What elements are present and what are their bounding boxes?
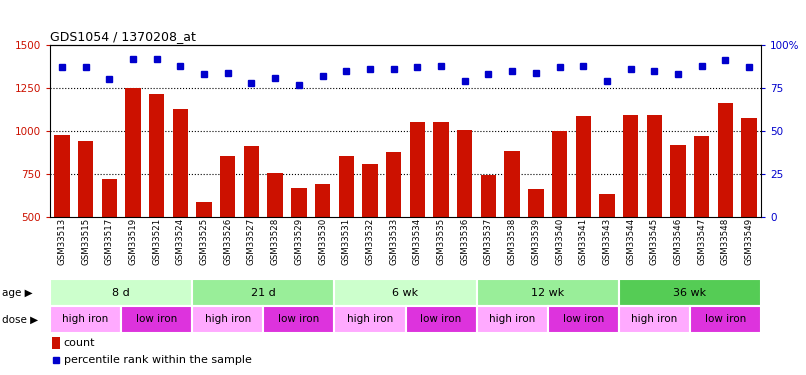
Text: GSM33534: GSM33534 (413, 218, 422, 266)
Bar (192, 306, 264, 333)
Text: low iron: low iron (563, 315, 604, 324)
Text: GSM33546: GSM33546 (674, 218, 683, 266)
Text: high iron: high iron (62, 315, 109, 324)
Text: GSM33529: GSM33529 (294, 218, 303, 266)
Bar (50, 306, 121, 333)
Text: GSM33535: GSM33535 (437, 218, 446, 266)
Bar (623, 115, 638, 303)
Text: GSM33544: GSM33544 (626, 218, 635, 266)
Bar (268, 173, 283, 303)
Text: GSM33532: GSM33532 (365, 218, 375, 266)
Bar (125, 88, 141, 303)
Bar (197, 201, 212, 303)
Bar (599, 194, 615, 303)
Text: GSM33530: GSM33530 (318, 218, 327, 266)
Bar (690, 306, 761, 333)
Text: GSM33536: GSM33536 (460, 218, 469, 266)
Text: percentile rank within the sample: percentile rank within the sample (64, 355, 251, 365)
Text: high iron: high iron (347, 315, 393, 324)
Bar (315, 184, 330, 303)
Bar (619, 279, 761, 306)
Bar (192, 279, 334, 306)
Text: high iron: high iron (205, 315, 251, 324)
Text: GSM33537: GSM33537 (484, 218, 493, 266)
Bar (334, 306, 405, 333)
Bar (694, 136, 709, 303)
Bar (220, 156, 235, 303)
Bar (78, 141, 93, 303)
Text: GSM33539: GSM33539 (531, 218, 540, 266)
Text: GSM33515: GSM33515 (81, 218, 90, 266)
Text: 6 wk: 6 wk (393, 288, 418, 297)
Bar (718, 103, 733, 303)
Text: GSM33547: GSM33547 (697, 218, 706, 266)
Text: GSM33543: GSM33543 (602, 218, 612, 266)
Text: GSM33545: GSM33545 (650, 218, 659, 266)
Bar (339, 156, 354, 303)
Text: GSM33525: GSM33525 (200, 218, 209, 266)
Text: age ▶: age ▶ (2, 288, 32, 297)
Bar (386, 152, 401, 303)
Bar (528, 189, 543, 303)
Text: count: count (64, 338, 95, 348)
Text: low iron: low iron (136, 315, 177, 324)
Bar (172, 109, 188, 303)
Text: GDS1054 / 1370208_at: GDS1054 / 1370208_at (50, 30, 196, 43)
Text: 21 d: 21 d (251, 288, 276, 297)
Bar (434, 122, 449, 303)
Text: GSM33538: GSM33538 (508, 218, 517, 266)
Text: 8 d: 8 d (112, 288, 130, 297)
Bar (102, 179, 117, 303)
Text: GSM33513: GSM33513 (57, 218, 66, 266)
Bar (671, 145, 686, 303)
Bar (575, 116, 591, 303)
Text: GSM33519: GSM33519 (128, 218, 138, 266)
Text: GSM33533: GSM33533 (389, 218, 398, 266)
Bar (619, 306, 690, 333)
Text: GSM33528: GSM33528 (271, 218, 280, 266)
Bar (476, 306, 548, 333)
Text: GSM33527: GSM33527 (247, 218, 256, 266)
Bar (480, 175, 496, 303)
Text: 12 wk: 12 wk (531, 288, 564, 297)
Bar (54, 135, 69, 303)
Bar (50, 279, 192, 306)
Bar (457, 130, 472, 303)
Bar (52, 338, 60, 348)
Text: GSM33540: GSM33540 (555, 218, 564, 266)
Bar (409, 122, 425, 303)
Bar (405, 306, 476, 333)
Bar (742, 118, 757, 303)
Text: GSM33531: GSM33531 (342, 218, 351, 266)
Bar (243, 147, 260, 303)
Text: high iron: high iron (631, 315, 678, 324)
Bar (552, 131, 567, 303)
Text: GSM33524: GSM33524 (176, 218, 185, 266)
Text: GSM33521: GSM33521 (152, 218, 161, 266)
Bar (149, 94, 164, 303)
Text: low iron: low iron (421, 315, 462, 324)
Text: low iron: low iron (704, 315, 746, 324)
Bar (334, 279, 476, 306)
Text: low iron: low iron (278, 315, 319, 324)
Text: GSM33541: GSM33541 (579, 218, 588, 266)
Bar (505, 151, 520, 303)
Bar (121, 306, 192, 333)
Text: high iron: high iron (489, 315, 535, 324)
Bar (646, 115, 662, 303)
Text: 36 wk: 36 wk (673, 288, 707, 297)
Bar (291, 188, 306, 303)
Text: GSM33517: GSM33517 (105, 218, 114, 266)
Text: GSM33548: GSM33548 (721, 218, 730, 266)
Text: GSM33526: GSM33526 (223, 218, 232, 266)
Bar (362, 164, 378, 303)
Bar (548, 306, 619, 333)
Text: dose ▶: dose ▶ (2, 315, 38, 324)
Text: GSM33549: GSM33549 (745, 218, 754, 266)
Bar (264, 306, 334, 333)
Bar (476, 279, 619, 306)
